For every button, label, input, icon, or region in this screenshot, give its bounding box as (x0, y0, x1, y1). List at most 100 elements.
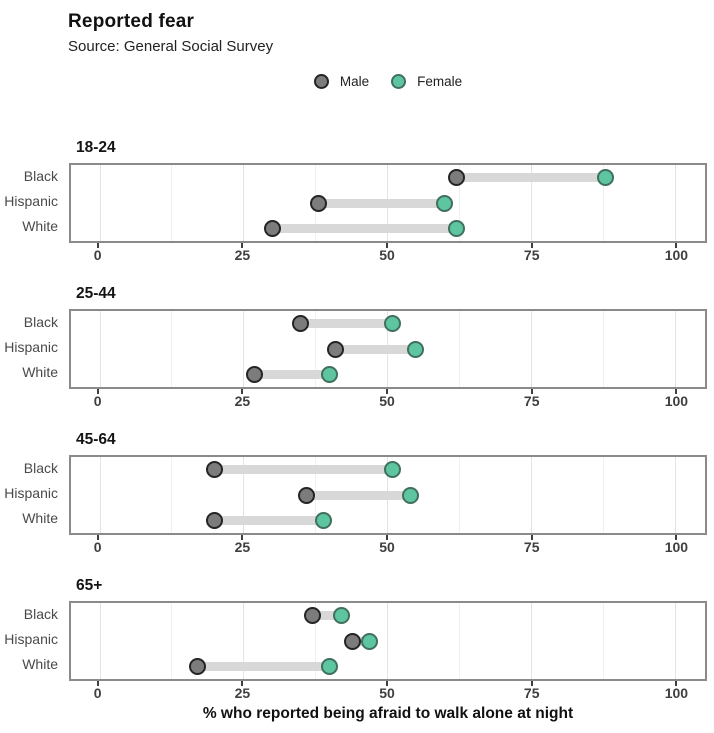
x-tick-label: 50 (379, 393, 395, 409)
male-dot (344, 632, 362, 650)
panel-18-24: 18-24 Black Hispanic White 0 25 50 75 100 (0, 139, 714, 265)
female-dot (447, 219, 465, 237)
tick-spacer (0, 243, 69, 265)
major-gridline (99, 457, 101, 533)
female-dot (384, 315, 402, 333)
x-tick-mark (386, 681, 389, 686)
female-dot (401, 486, 419, 504)
y-axis-label: Black (23, 459, 58, 476)
panel-title: 45-64 (76, 431, 116, 448)
x-tick-mark (386, 535, 389, 540)
x-tick-label: 75 (523, 539, 540, 555)
x-tick-label: 100 (664, 539, 689, 555)
male-dot (263, 219, 281, 237)
x-axis: 0 25 50 75 100 (0, 243, 714, 265)
x-tick-mark (675, 535, 678, 540)
x-tick-label: 25 (234, 247, 251, 263)
tick-spacer (0, 389, 69, 411)
y-axis-label: Hispanic (4, 192, 58, 209)
x-tick-mark (96, 681, 99, 686)
legend-item-male: Male (313, 73, 370, 89)
legend-item-female: Female (391, 73, 462, 89)
chart-title: Reported fear (68, 11, 195, 32)
major-gridline (674, 165, 676, 241)
x-tick-label: 25 (234, 539, 251, 555)
y-axis-label: White (22, 510, 58, 527)
female-dot (332, 607, 350, 625)
male-dot (447, 169, 465, 187)
dumbbell-bar (254, 369, 330, 379)
x-ticks: 0 25 50 75 100 (69, 681, 707, 703)
major-gridline (530, 457, 532, 533)
y-axis-label: Black (23, 605, 58, 622)
panel-title: 25-44 (76, 285, 116, 302)
major-gridline (674, 603, 676, 679)
x-tick-mark (530, 243, 533, 248)
x-tick-label: 75 (523, 685, 540, 701)
x-tick-label: 25 (234, 393, 251, 409)
dumbbell-bar (318, 198, 445, 208)
tick-spacer (0, 535, 69, 557)
x-tick-mark (530, 681, 533, 686)
chart-header: Reported fear Source: General Social Sur… (0, 10, 714, 57)
major-gridline (243, 457, 245, 533)
male-dot (303, 607, 321, 625)
dumbbell-bar (312, 611, 342, 621)
dumbbell-bar (214, 515, 324, 525)
y-axis-labels: Black Hispanic White (0, 309, 69, 389)
x-ticks: 0 25 50 75 100 (69, 535, 707, 557)
y-axis-label: White (22, 364, 58, 381)
x-tick-label: 100 (664, 393, 689, 409)
female-dot (321, 365, 339, 383)
dumbbell-bar (306, 490, 411, 500)
x-tick-mark (386, 243, 389, 248)
y-axis-label: Hispanic (4, 630, 58, 647)
female-dot (597, 169, 615, 187)
minor-gridline (171, 311, 173, 387)
minor-gridline (602, 165, 604, 241)
male-dot (298, 486, 316, 504)
x-tick-mark (241, 389, 244, 394)
female-legend-dot-icon (391, 73, 407, 89)
x-tick-mark (530, 535, 533, 540)
y-axis-labels: Black Hispanic White (0, 455, 69, 535)
x-tick-mark (675, 681, 678, 686)
plot-panel (69, 455, 707, 535)
x-tick-label: 75 (523, 393, 540, 409)
y-axis-label: Hispanic (4, 338, 58, 355)
male-dot (246, 365, 264, 383)
major-gridline (243, 603, 245, 679)
x-tick-label: 25 (234, 685, 251, 701)
x-tick-mark (675, 243, 678, 248)
major-gridline (243, 311, 245, 387)
dumbbell-bar (214, 465, 393, 475)
dumbbell-bar (335, 344, 416, 354)
chart-subtitle: Source: General Social Survey (68, 38, 274, 55)
major-gridline (530, 165, 532, 241)
y-axis-label: White (22, 656, 58, 673)
x-axis-title: % who reported being afraid to walk alon… (202, 705, 574, 722)
male-dot (206, 511, 224, 529)
major-gridline (99, 311, 101, 387)
minor-gridline (602, 603, 604, 679)
dumbbell-bar (456, 173, 606, 183)
major-gridline (99, 165, 101, 241)
legend-label-male: Male (339, 73, 370, 89)
x-axis: 0 25 50 75 100 (0, 535, 714, 557)
panel-row: Black Hispanic White (0, 309, 714, 389)
y-axis-label: Black (23, 313, 58, 330)
minor-gridline (315, 603, 317, 679)
x-tick-label: 75 (523, 247, 540, 263)
x-tick-label: 0 (93, 685, 102, 701)
minor-gridline (458, 457, 460, 533)
panel-row: Black Hispanic White (0, 601, 714, 681)
plot-panel (69, 163, 707, 243)
male-legend-dot-icon (313, 73, 329, 89)
major-gridline (530, 311, 532, 387)
major-gridline (243, 165, 245, 241)
panels-container: 18-24 Black Hispanic White 0 25 50 75 100 25-44 Bl… (0, 139, 714, 703)
dumbbell-bar (272, 223, 457, 233)
minor-gridline (458, 603, 460, 679)
x-tick-label: 0 (93, 247, 102, 263)
minor-gridline (458, 311, 460, 387)
